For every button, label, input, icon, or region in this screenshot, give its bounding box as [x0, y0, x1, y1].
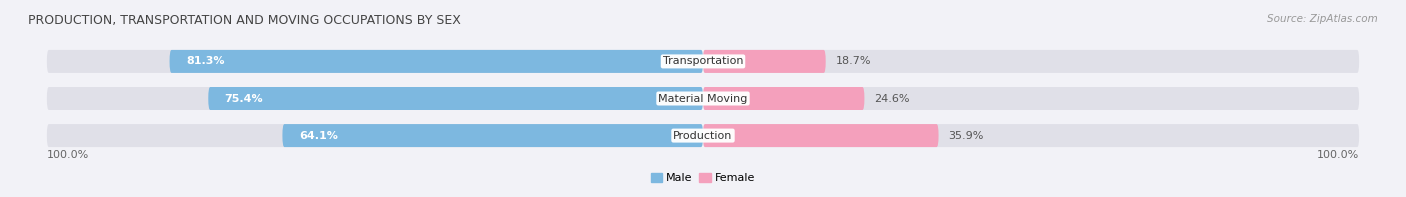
FancyBboxPatch shape [703, 50, 1360, 73]
FancyBboxPatch shape [703, 87, 1360, 110]
Text: 100.0%: 100.0% [1317, 150, 1360, 160]
Text: 18.7%: 18.7% [835, 56, 872, 66]
FancyBboxPatch shape [703, 124, 1360, 147]
FancyBboxPatch shape [46, 50, 703, 73]
Text: Source: ZipAtlas.com: Source: ZipAtlas.com [1267, 14, 1378, 24]
Text: 81.3%: 81.3% [186, 56, 225, 66]
FancyBboxPatch shape [46, 124, 703, 147]
FancyBboxPatch shape [703, 50, 825, 73]
Text: 35.9%: 35.9% [949, 131, 984, 141]
Text: Material Moving: Material Moving [658, 94, 748, 103]
FancyBboxPatch shape [703, 124, 939, 147]
Text: 75.4%: 75.4% [225, 94, 263, 103]
Text: 24.6%: 24.6% [875, 94, 910, 103]
FancyBboxPatch shape [170, 50, 703, 73]
Legend: Male, Female: Male, Female [647, 168, 759, 188]
Text: 100.0%: 100.0% [46, 150, 89, 160]
Text: Production: Production [673, 131, 733, 141]
FancyBboxPatch shape [46, 87, 703, 110]
Text: 64.1%: 64.1% [299, 131, 337, 141]
FancyBboxPatch shape [208, 87, 703, 110]
Text: PRODUCTION, TRANSPORTATION AND MOVING OCCUPATIONS BY SEX: PRODUCTION, TRANSPORTATION AND MOVING OC… [28, 14, 461, 27]
FancyBboxPatch shape [283, 124, 703, 147]
FancyBboxPatch shape [703, 87, 865, 110]
Text: Transportation: Transportation [662, 56, 744, 66]
